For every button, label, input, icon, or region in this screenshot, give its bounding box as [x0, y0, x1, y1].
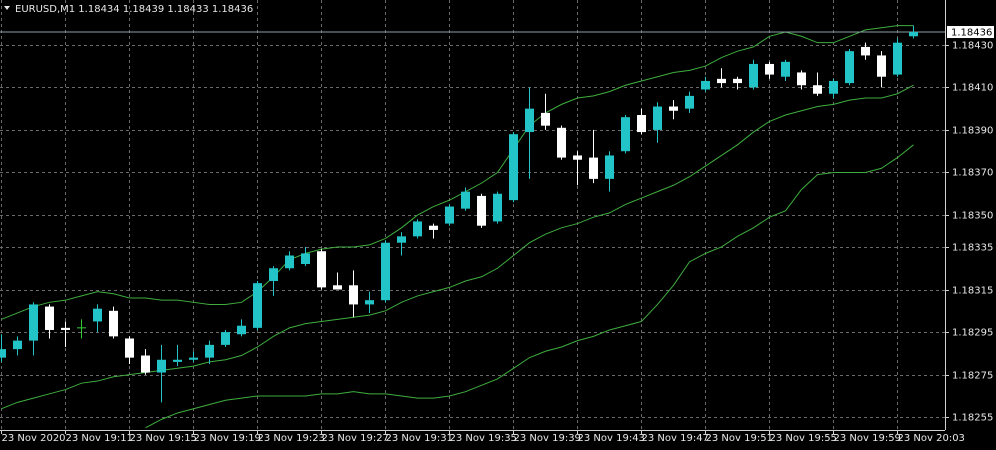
- current-price-label: 1.18436: [951, 28, 992, 39]
- candle-body: [781, 61, 790, 77]
- candle-body: [13, 340, 22, 350]
- x-tick-label: 23 Nov 19:39: [514, 433, 581, 444]
- candle-body: [0, 349, 6, 358]
- x-tick-label: 23 Nov 19:19: [194, 433, 261, 444]
- x-tick-label: 23 Nov 19:43: [578, 433, 645, 444]
- candle-body: [669, 106, 678, 111]
- x-tick-label: 23 Nov 19:35: [450, 433, 517, 444]
- candle-body: [93, 308, 102, 322]
- y-tick-label: 1.18410: [952, 83, 993, 94]
- candle-body: [749, 63, 758, 88]
- candle-body: [573, 155, 582, 160]
- axes: 1.18430 1.18410 1.18390 1.18370 1.18350 1.183…: [1, 26, 994, 444]
- candle-body: [765, 63, 774, 75]
- candle-body: [493, 193, 502, 222]
- candle-body: [909, 32, 918, 37]
- chart-title: EURUSD,M1 1.18434 1.18439 1.18433 1.1843…: [15, 4, 253, 15]
- candle-body: [477, 195, 486, 226]
- candle-body: [509, 134, 518, 201]
- current-price-box: [947, 26, 994, 39]
- x-tick-label: 23 Nov 19:51: [706, 433, 773, 444]
- x-tick-label: 23 Nov 19:15: [130, 433, 197, 444]
- x-tick-label: 23 Nov 19:11: [66, 433, 133, 444]
- candle-body: [445, 206, 454, 224]
- candle-body: [717, 78, 726, 84]
- x-tick-label: 23 Nov 2020: [2, 433, 66, 444]
- candle-body: [141, 355, 150, 373]
- grid: [0, 0, 945, 430]
- candle-body: [701, 80, 710, 90]
- y-tick-label: 1.18275: [952, 371, 993, 382]
- y-tick-label: 1.18255: [952, 413, 993, 424]
- x-tick-label: 23 Nov 19:23: [258, 433, 325, 444]
- candle-body: [813, 85, 822, 94]
- candle-body: [381, 242, 390, 301]
- y-tick-label: 1.18390: [952, 126, 993, 137]
- y-tick-label: 1.18315: [952, 286, 993, 297]
- candle-body: [253, 283, 262, 328]
- candle-body: [333, 285, 342, 290]
- candle-body: [157, 359, 166, 373]
- x-tick-label: 23 Nov 19:31: [386, 433, 453, 444]
- candle-body: [349, 285, 358, 305]
- candle-body: [893, 42, 902, 75]
- candle-body: [685, 95, 694, 109]
- candle-body: [653, 106, 662, 130]
- candle-body: [45, 306, 54, 330]
- x-tick-label: 23 Nov 19:55: [770, 433, 837, 444]
- candle-body: [461, 191, 470, 209]
- candle-body: [413, 221, 422, 237]
- y-tick-label: 1.18295: [952, 328, 993, 339]
- candle-body: [221, 332, 230, 345]
- candle-body: [125, 338, 134, 358]
- candle-body: [861, 46, 870, 56]
- candle-body: [541, 112, 550, 126]
- y-tick-label: 1.18370: [952, 168, 993, 179]
- band-line: [1, 84, 914, 410]
- candle-body: [525, 108, 534, 133]
- candle-body: [301, 253, 310, 264]
- candle-body: [317, 251, 326, 288]
- x-tick-label: 23 Nov 19:47: [642, 433, 709, 444]
- candle-body: [269, 268, 278, 282]
- band-line: [145, 144, 914, 429]
- candle-body: [829, 80, 838, 94]
- candle-body: [797, 72, 806, 86]
- y-tick-label: 1.18350: [952, 211, 993, 222]
- candle-body: [557, 127, 566, 158]
- candle-body: [429, 225, 438, 230]
- candle-body: [877, 55, 886, 77]
- x-tick-label: 23 Nov 19:27: [322, 433, 389, 444]
- y-tick-label: 1.18335: [952, 243, 993, 254]
- y-tick-label: 1.18430: [952, 41, 993, 52]
- candle-body: [365, 300, 374, 305]
- candle-body: [733, 78, 742, 84]
- x-tick-label: 23 Nov 19:59: [834, 433, 901, 444]
- candle-body: [189, 357, 198, 360]
- band-line: [1, 25, 914, 320]
- candle-body: [29, 304, 38, 341]
- candle-body: [397, 236, 406, 243]
- candle-body: [109, 310, 118, 337]
- candle-body: [637, 115, 646, 133]
- candle-body: [589, 157, 598, 179]
- collapse-icon[interactable]: [4, 6, 10, 10]
- plot-area: [0, 25, 945, 429]
- candle-body: [173, 359, 182, 362]
- candle-body: [605, 155, 614, 179]
- candle-body: [845, 51, 854, 84]
- candle-body: [285, 255, 294, 269]
- candle-body: [205, 344, 214, 358]
- x-tick-label: 23 Nov 20:03: [898, 433, 965, 444]
- candle-body: [237, 325, 246, 335]
- candle-body: [621, 117, 630, 152]
- candle-body: [61, 327, 70, 330]
